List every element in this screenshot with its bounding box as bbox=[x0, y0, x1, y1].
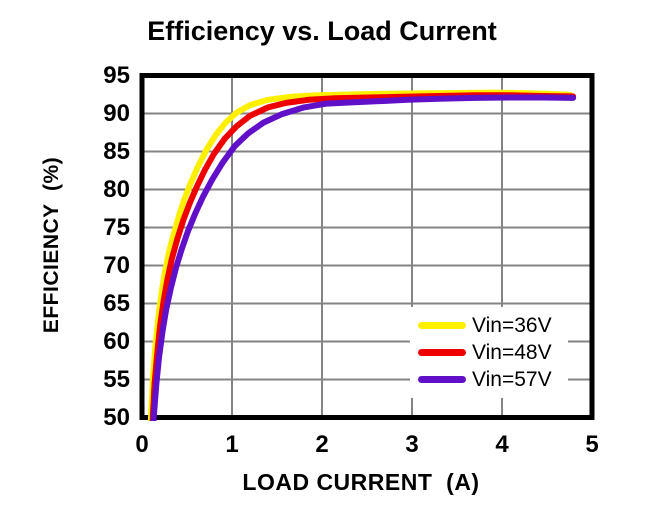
legend: Vin=36V Vin=48V Vin=57V bbox=[410, 307, 568, 398]
y-axis-title: EFFICIENCY (%) bbox=[40, 156, 63, 334]
y-tick-label: 55 bbox=[103, 365, 130, 393]
x-tick-label: 0 bbox=[135, 431, 149, 458]
y-tick-label: 75 bbox=[103, 213, 130, 241]
x-tick-label: 5 bbox=[585, 431, 599, 458]
y-tick-label: 70 bbox=[103, 251, 130, 279]
y-tick-label: 50 bbox=[103, 403, 130, 431]
y-tick-label: 65 bbox=[103, 289, 130, 317]
legend-line-swatch bbox=[418, 322, 466, 329]
chart-title: Efficiency vs. Load Current bbox=[147, 16, 497, 46]
x-tick-label: 1 bbox=[225, 431, 239, 458]
x-tick-label: 4 bbox=[495, 431, 509, 458]
legend-line-swatch bbox=[418, 376, 466, 383]
legend-item: Vin=36V bbox=[418, 312, 568, 339]
plot-border bbox=[139, 73, 595, 420]
series-curve-2 bbox=[150, 94, 577, 421]
x-tick-label: 3 bbox=[405, 431, 419, 458]
y-tick-label: 90 bbox=[103, 99, 130, 127]
y-tick-label: 60 bbox=[103, 327, 130, 355]
y-tick-label: 80 bbox=[103, 175, 130, 203]
x-axis-title: LOAD CURRENT (A) bbox=[242, 469, 480, 495]
y-tick-label: 85 bbox=[103, 137, 130, 165]
y-tick-label: 95 bbox=[103, 61, 130, 89]
legend-item: Vin=48V bbox=[418, 339, 568, 366]
x-tick-label: 2 bbox=[315, 431, 329, 458]
legend-item: Vin=57V bbox=[418, 366, 568, 393]
legend-label: Vin=48V bbox=[472, 341, 552, 364]
legend-label: Vin=36V bbox=[472, 314, 552, 337]
legend-label: Vin=57V bbox=[472, 368, 552, 391]
legend-line-swatch bbox=[418, 349, 466, 356]
